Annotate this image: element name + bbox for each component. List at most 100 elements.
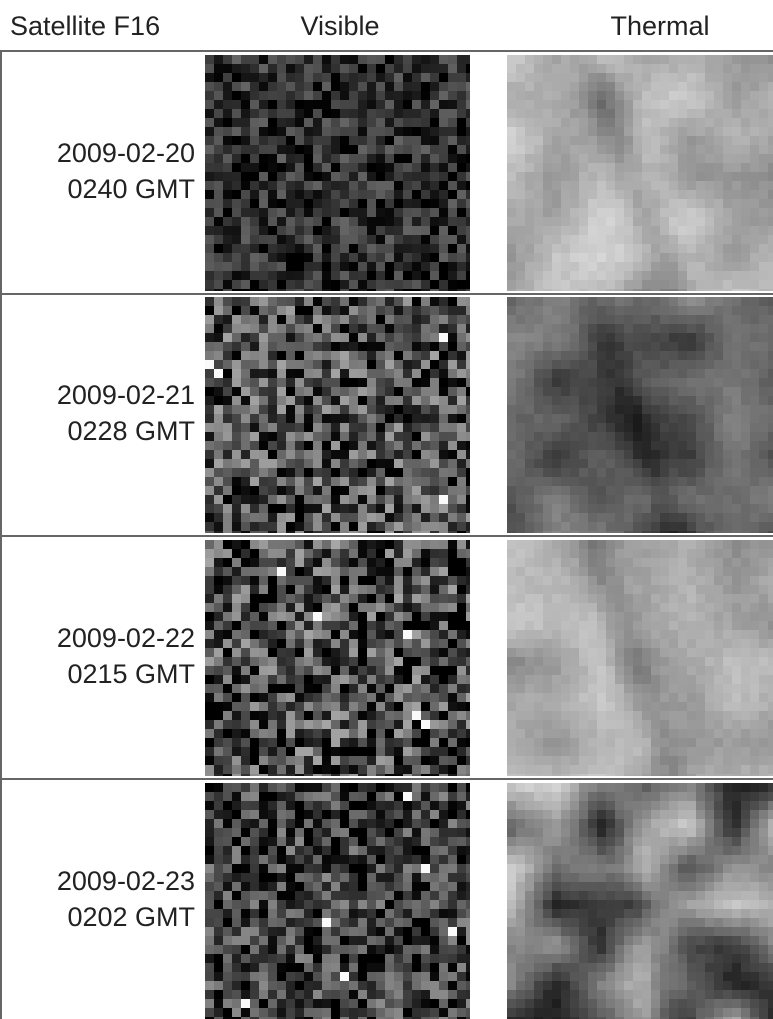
pixel	[295, 109, 304, 118]
pixel	[561, 729, 570, 738]
pixel	[331, 271, 340, 280]
pixel	[516, 369, 525, 378]
pixel	[421, 262, 430, 271]
pixel	[277, 423, 286, 432]
pixel	[534, 208, 543, 217]
pixel	[232, 127, 241, 136]
pixel	[525, 558, 534, 567]
pixel	[714, 774, 723, 776]
pixel	[678, 414, 687, 423]
pixel	[241, 495, 250, 504]
pixel	[660, 423, 669, 432]
pixel	[439, 217, 448, 226]
pixel	[439, 630, 448, 639]
pixel	[651, 208, 660, 217]
pixel	[349, 369, 358, 378]
pixel	[385, 181, 394, 190]
pixel	[768, 612, 773, 621]
pixel	[642, 226, 651, 235]
pixel	[687, 423, 696, 432]
pixel	[696, 477, 705, 486]
pixel	[588, 648, 597, 657]
pixel	[507, 396, 516, 405]
pixel	[322, 531, 331, 533]
pixel	[678, 244, 687, 253]
pixel	[615, 612, 624, 621]
pixel	[516, 280, 525, 289]
pixel	[322, 594, 331, 603]
pixel	[741, 190, 750, 199]
pixel	[543, 217, 552, 226]
pixel	[579, 630, 588, 639]
pixel	[367, 262, 376, 271]
pixel	[516, 414, 525, 423]
pixel	[525, 441, 534, 450]
pixel	[552, 567, 561, 576]
pixel	[552, 549, 561, 558]
pixel	[376, 378, 385, 387]
pixel	[286, 450, 295, 459]
pixel	[358, 666, 367, 675]
pixel	[268, 181, 277, 190]
pixel	[295, 405, 304, 414]
pixel	[403, 163, 412, 172]
pixel	[687, 684, 696, 693]
pixel	[705, 118, 714, 127]
pixel	[525, 630, 534, 639]
pixel	[642, 289, 651, 291]
pixel	[732, 747, 741, 756]
pixel	[430, 504, 439, 513]
pixel	[241, 405, 250, 414]
pixel	[448, 639, 457, 648]
pixel	[322, 675, 331, 684]
pixel	[340, 315, 349, 324]
pixel	[367, 774, 376, 776]
pixel	[642, 154, 651, 163]
pixel	[705, 163, 714, 172]
pixel	[295, 702, 304, 711]
pixel	[705, 333, 714, 342]
pixel	[385, 351, 394, 360]
pixel	[331, 720, 340, 729]
pixel	[223, 208, 232, 217]
pixel	[412, 576, 421, 585]
pixel	[403, 226, 412, 235]
pixel	[516, 522, 525, 531]
pixel	[295, 441, 304, 450]
pixel	[552, 774, 561, 776]
pixel	[295, 486, 304, 495]
pixel	[259, 360, 268, 369]
pixel	[642, 208, 651, 217]
pixel	[205, 459, 214, 468]
pixel	[277, 558, 286, 567]
pixel	[597, 118, 606, 127]
pixel	[331, 100, 340, 109]
pixel	[768, 253, 773, 262]
pixel	[678, 567, 687, 576]
pixel	[466, 576, 470, 585]
pixel	[394, 253, 403, 262]
pixel	[579, 333, 588, 342]
pixel	[750, 217, 759, 226]
pixel	[543, 774, 552, 776]
pixel	[358, 729, 367, 738]
pixel	[597, 199, 606, 208]
pixel	[516, 333, 525, 342]
pixel	[588, 603, 597, 612]
pixel	[525, 594, 534, 603]
pixel	[268, 765, 277, 774]
pixel	[678, 684, 687, 693]
pixel	[525, 378, 534, 387]
pixel	[507, 351, 516, 360]
pixel	[606, 765, 615, 774]
pixel	[579, 729, 588, 738]
pixel	[570, 585, 579, 594]
pixel	[597, 441, 606, 450]
pixel	[295, 675, 304, 684]
pixel	[552, 405, 561, 414]
pixel	[394, 612, 403, 621]
pixel	[313, 109, 322, 118]
pixel	[457, 720, 466, 729]
pixel	[259, 792, 268, 801]
pixel	[205, 720, 214, 729]
